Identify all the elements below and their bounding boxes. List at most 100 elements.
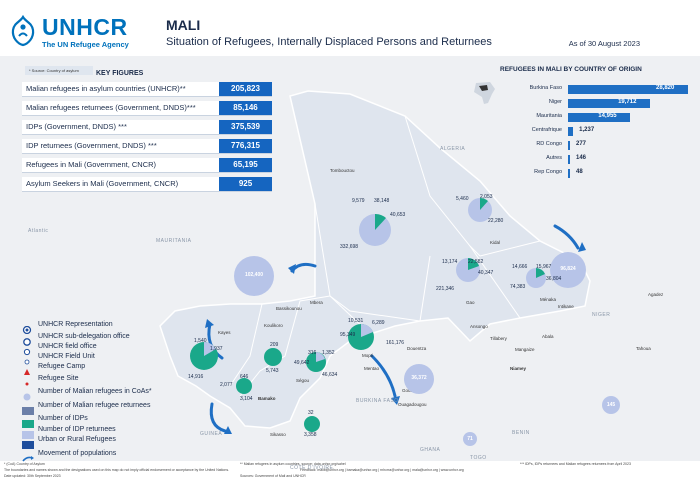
map-number: 646 (240, 374, 249, 380)
key-figure-value: 205,823 (219, 82, 272, 96)
legend-item: Number of IDP returnees (22, 426, 222, 439)
idp-returnees-swatch (22, 426, 34, 439)
legend-item: UNHCR field office (22, 343, 222, 356)
place-label-agadez: Agadez (648, 292, 664, 297)
footer-disclaimer: The boundaries and names shown and the d… (4, 468, 230, 472)
origin-country-label: Autres (546, 155, 562, 161)
map-number: 9,579 (352, 198, 365, 204)
legend-item: Urban or Rural Refugees (22, 436, 222, 449)
origin-country-label: Burkina Faso (529, 85, 562, 91)
legend-label: UNHCR sub-delegation office (38, 333, 130, 340)
region-label-kidal: Kidal (490, 240, 501, 245)
map-number: 316 (308, 350, 317, 356)
origin-value: 28,820 (656, 85, 675, 91)
origin-bar (568, 113, 631, 122)
origin-bar (568, 169, 570, 178)
logo-tagline: The UN Refugee Agency (42, 40, 129, 49)
origin-country-label: Rep Congo (534, 169, 562, 175)
africa-locator-icon (470, 80, 498, 106)
key-figure-row: IDPs (Government, DNDS) *** 375,539 (22, 120, 272, 135)
legend-label: Movement of populations (38, 450, 117, 457)
region-label-sikasso: Sikasso (270, 432, 286, 437)
map-number: 14,666 (512, 264, 528, 270)
country-label-niger: NIGER (592, 312, 611, 318)
map-number: 1,352 (322, 350, 335, 356)
region-label-mopti: Mopti (362, 353, 374, 358)
mopti-pie (348, 324, 374, 350)
coa-refugees-circle: 36,372 (404, 364, 434, 394)
origin-row: Mauritania 14,955 (500, 112, 690, 124)
field-office-icon (22, 343, 34, 356)
map-number: 1,540 (194, 338, 207, 344)
region-label-koulikoro: Koulikoro (264, 323, 283, 328)
footer-sources: Sources: Government of Mali and UNHCR (240, 474, 306, 478)
legend-item: Number of IDPs (22, 415, 222, 428)
key-figure-label: IDP returnees (Government, DNDS) *** (26, 141, 157, 150)
unhcr-representation-icon (22, 321, 34, 335)
country-label-mauritania: MAURITANIA (156, 238, 192, 244)
map-number: 2,077 (220, 382, 233, 388)
map-number: 40,347 (478, 270, 494, 276)
map-number: 38,148 (374, 198, 390, 204)
koulikoro-pie (264, 348, 282, 366)
legend-item: Number of Malian refugees in CoAs* (22, 388, 222, 401)
refugee-camp-icon (22, 363, 34, 375)
gao-pie (456, 258, 480, 282)
key-figure-value: 65,195 (219, 158, 272, 172)
map-number: 74,383 (510, 284, 526, 290)
legend-item: UNHCR sub-delegation office (22, 333, 222, 346)
region-label-menaka: Ménaka (540, 297, 557, 302)
key-figure-label: Malian refugees in asylum countries (UNH… (26, 84, 186, 93)
page-subtitle: Situation of Refugees, Internally Displa… (166, 36, 492, 48)
origin-row: Burkina Faso 28,820 (500, 84, 690, 96)
map-number: 32 (308, 410, 314, 416)
movement-arrow (207, 322, 224, 360)
key-figure-label: Malian refugees returnees (Government, D… (26, 103, 196, 112)
place-label-douentza: Douentza (407, 346, 427, 351)
page-title: MALI (166, 17, 201, 33)
map-number: 22,280 (488, 218, 504, 224)
map-number: 36,804 (546, 276, 562, 282)
place-label-tillabery: Tillabery (490, 336, 507, 341)
footer-contacts: Feedback: malib@unhcr.org | bamaka@unhcr… (300, 468, 464, 472)
city-label-bamako: Bamako (258, 396, 276, 401)
unhcr-logo: UNHCR The UN Refugee Agency (10, 14, 160, 54)
legend-label: Number of IDPs (38, 415, 88, 422)
movement-arrow-icon (22, 450, 34, 462)
origin-country-label: RD Congo (536, 141, 562, 147)
coa-refugees-circle-icon (22, 388, 34, 401)
field-unit-icon (22, 353, 34, 365)
legend-label: UNHCR field office (38, 343, 97, 350)
legend-label: UNHCR Field Unit (38, 353, 95, 360)
origin-bar (568, 127, 574, 136)
origin-bar (568, 141, 570, 150)
returnees-swatch (22, 402, 34, 415)
place-label-mentao: Mentao (364, 366, 380, 371)
sub-delegation-icon (22, 333, 34, 346)
place-label-mbera: Mbera (310, 300, 323, 305)
key-figure-value: 85,146 (219, 101, 272, 115)
origin-value: 19,712 (618, 99, 637, 105)
region-label-gao: Gao (466, 300, 475, 305)
origin-row: Autres 146 (500, 154, 690, 166)
kidal-pie (468, 197, 492, 222)
legend-label: UNHCR Representation (38, 321, 113, 328)
place-label-bassikounou: Bassikounou (276, 306, 302, 311)
country-label-guinea: GUINEA (200, 431, 223, 437)
urban-rural-swatch (22, 436, 34, 449)
key-figure-label: Asylum Seekers in Mali (Government, CNCR… (26, 179, 179, 188)
coa-refugees-circle: 96,824 (550, 252, 586, 288)
place-label-ansongo: Ansongo (470, 324, 488, 329)
place-label-intikane: Intikane (558, 304, 574, 309)
origin-bar (568, 99, 651, 108)
map-number: 40,653 (390, 212, 406, 218)
map-number: 332,698 (340, 244, 359, 250)
country-label-ghana: GHANA (420, 447, 441, 453)
origin-bar (568, 85, 688, 94)
key-figure-label: IDPs (Government, DNDS) *** (26, 122, 127, 131)
country-label-burkina-faso: BURKINA FASO (356, 398, 399, 404)
map-number: 161,176 (386, 340, 405, 346)
place-label-ouagadougou: Ouagadougou (398, 402, 427, 407)
map-number: 2,053 (480, 194, 493, 200)
key-figures-title: KEY FIGURES (96, 70, 144, 77)
